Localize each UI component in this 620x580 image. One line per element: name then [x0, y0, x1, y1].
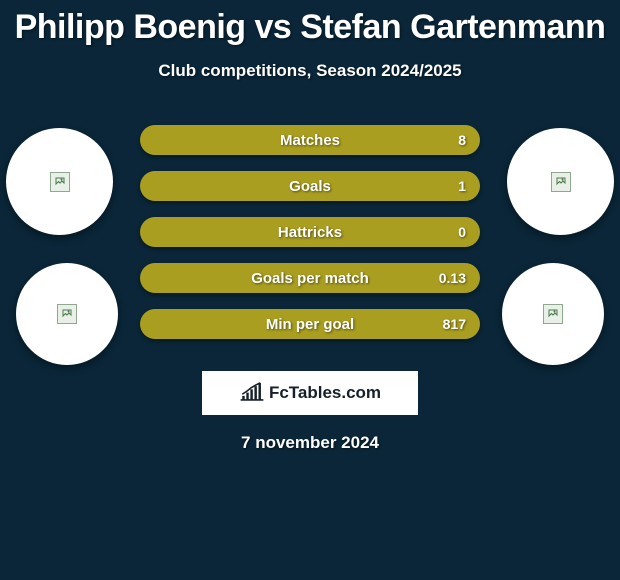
stat-value: 1 [458, 178, 466, 194]
broken-image-icon [543, 304, 563, 324]
brand-text: FcTables.com [269, 383, 381, 403]
stat-label: Goals per match [140, 270, 480, 287]
stat-bar-min-per-goal: Min per goal 817 [140, 309, 480, 339]
avatar-team2 [502, 263, 604, 365]
brand-badge: FcTables.com [202, 371, 418, 415]
stat-bar-matches: Matches 8 [140, 125, 480, 155]
comparison-panel: Matches 8 Goals 1 Hattricks 0 Goals per … [0, 111, 620, 361]
stat-value: 0 [458, 224, 466, 240]
page-title: Philipp Boenig vs Stefan Gartenmann [0, 0, 620, 47]
stat-value: 0.13 [439, 270, 466, 286]
stat-label: Min per goal [140, 316, 480, 333]
date-text: 7 november 2024 [0, 433, 620, 453]
stat-label: Goals [140, 178, 480, 195]
broken-image-icon [50, 172, 70, 192]
stat-bar-hattricks: Hattricks 0 [140, 217, 480, 247]
chart-icon [239, 381, 265, 406]
stat-bar-goals-per-match: Goals per match 0.13 [140, 263, 480, 293]
avatar-player1 [6, 128, 113, 235]
stat-bar-goals: Goals 1 [140, 171, 480, 201]
stat-value: 8 [458, 132, 466, 148]
avatar-player2 [507, 128, 614, 235]
stat-value: 817 [443, 316, 466, 332]
broken-image-icon [551, 172, 571, 192]
stat-label: Hattricks [140, 224, 480, 241]
avatar-team1 [16, 263, 118, 365]
broken-image-icon [57, 304, 77, 324]
stat-label: Matches [140, 132, 480, 149]
page-subtitle: Club competitions, Season 2024/2025 [0, 61, 620, 81]
stat-bars: Matches 8 Goals 1 Hattricks 0 Goals per … [140, 125, 480, 355]
